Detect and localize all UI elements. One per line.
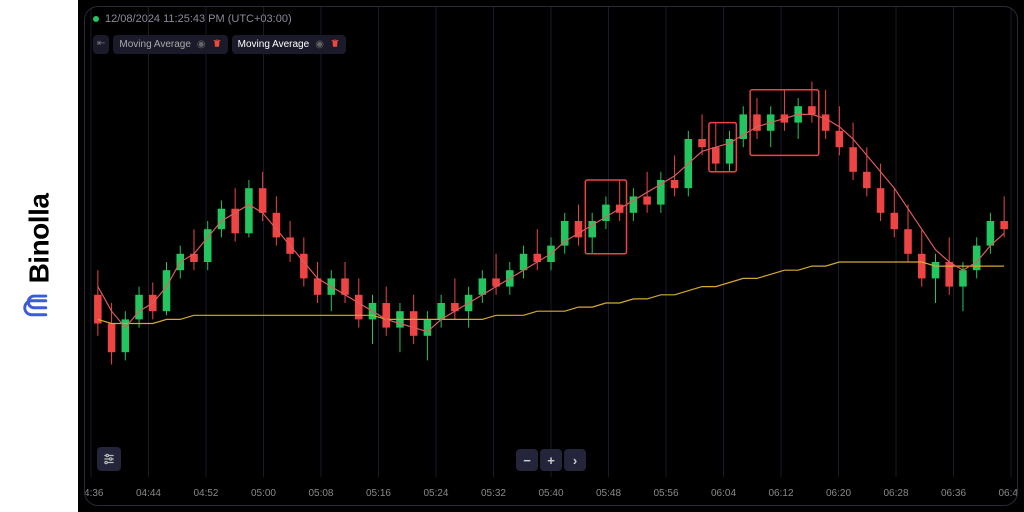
x-tick-label: 06:28 bbox=[883, 488, 908, 499]
chart-area[interactable] bbox=[85, 7, 1017, 477]
brand-name: Binolla bbox=[23, 193, 55, 283]
indicator-label: Moving Average bbox=[238, 39, 310, 50]
brand-logo-icon bbox=[23, 291, 56, 319]
x-tick-label: 06:04 bbox=[711, 488, 736, 499]
x-tick-label: 05:16 bbox=[366, 488, 391, 499]
x-axis: 04:36 04:44 04:52 05:00 05:08 05:16 05:24 05:32… bbox=[85, 477, 1017, 505]
indicator-ma-2[interactable]: Moving Average ◉ bbox=[232, 35, 346, 54]
x-tick-label: 05:32 bbox=[481, 488, 506, 499]
x-tick-label: 04:44 bbox=[136, 488, 161, 499]
x-tick-label: 06:12 bbox=[768, 488, 793, 499]
indicators-bar: ⇤ Moving Average ◉ Moving Average ◉ bbox=[93, 35, 346, 54]
x-tick-label: 05:08 bbox=[308, 488, 333, 499]
x-tick-label: 05:48 bbox=[596, 488, 621, 499]
x-tick-label: 04:36 bbox=[84, 488, 104, 499]
scroll-next-button[interactable]: › bbox=[564, 449, 586, 471]
chart-header: 12/08/2024 11:25:43 PM (UTC+03:00) bbox=[93, 13, 292, 25]
eye-icon[interactable]: ◉ bbox=[315, 39, 324, 50]
chart-panel: 12/08/2024 11:25:43 PM (UTC+03:00) ⇤ Mov… bbox=[78, 0, 1024, 512]
trash-icon[interactable] bbox=[212, 38, 222, 51]
timestamp-label: 12/08/2024 11:25:43 PM (UTC+03:00) bbox=[105, 13, 292, 25]
trash-icon[interactable] bbox=[330, 38, 340, 51]
x-tick-label: 06:36 bbox=[941, 488, 966, 499]
eye-icon[interactable]: ◉ bbox=[197, 39, 206, 50]
x-tick-label: 05:24 bbox=[423, 488, 448, 499]
status-dot-icon bbox=[93, 16, 99, 22]
zoom-controls: − + › bbox=[516, 449, 586, 471]
chart-settings-button[interactable] bbox=[97, 447, 121, 471]
zoom-out-button[interactable]: − bbox=[516, 449, 538, 471]
zoom-in-button[interactable]: + bbox=[540, 449, 562, 471]
indicator-label: Moving Average bbox=[119, 39, 191, 50]
x-tick-label: 05:40 bbox=[538, 488, 563, 499]
candlestick-chart[interactable] bbox=[85, 7, 1017, 477]
indicator-ma-1[interactable]: Moving Average ◉ bbox=[113, 35, 227, 54]
collapse-icon[interactable]: ⇤ bbox=[93, 35, 109, 54]
x-tick-label: 04:52 bbox=[193, 488, 218, 499]
brand-sidebar: Binolla bbox=[0, 0, 78, 512]
x-tick-label: 05:56 bbox=[653, 488, 678, 499]
x-tick-label: 06:44 bbox=[998, 488, 1018, 499]
x-tick-label: 06:20 bbox=[826, 488, 851, 499]
chart-frame: 12/08/2024 11:25:43 PM (UTC+03:00) ⇤ Mov… bbox=[84, 6, 1018, 506]
x-tick-label: 05:00 bbox=[251, 488, 276, 499]
